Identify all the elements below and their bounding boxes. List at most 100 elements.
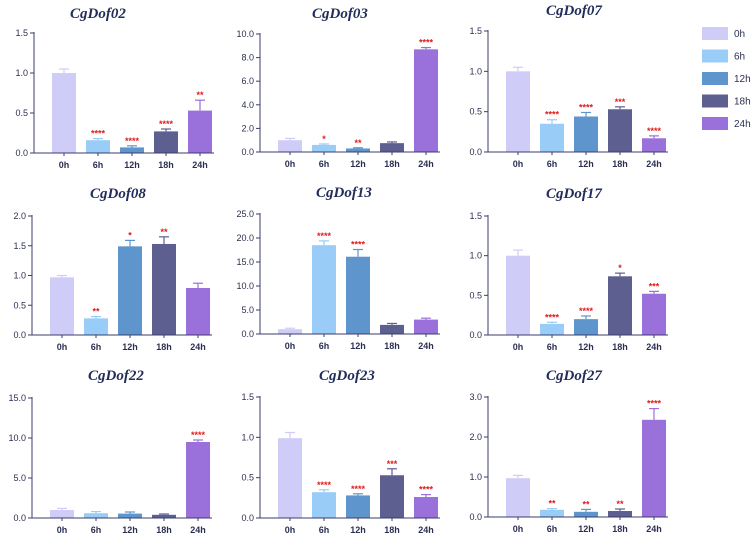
significance-label: **** (545, 312, 560, 322)
x-tick-label: 0h (513, 159, 524, 169)
y-tick-label: 20.0 (236, 233, 254, 243)
chart-title: CgDof07 (546, 3, 602, 19)
y-tick-label: 1.0 (469, 251, 482, 261)
bar-18h (608, 109, 632, 152)
bar-12h (118, 246, 142, 335)
y-tick-label: 0.0 (241, 147, 254, 157)
x-tick-label: 0h (285, 341, 296, 351)
y-tick-label: 2.0 (241, 123, 254, 133)
y-tick-label: 2.0 (469, 432, 482, 442)
chart-CgDof08: CgDof08 0.0 0.5 1.0 1.5 2.0 0h ** 6h * 12h ** 18h 24h (13, 186, 212, 352)
x-tick-label: 18h (156, 525, 172, 535)
x-tick-label: 24h (418, 159, 434, 169)
x-tick-label: 0h (59, 160, 70, 170)
bar-12h (574, 511, 598, 517)
significance-label: **** (545, 110, 560, 120)
bar-12h (574, 319, 598, 335)
x-tick-label: 0h (57, 525, 68, 535)
x-tick-label: 24h (418, 525, 434, 535)
chart-title: CgDof13 (316, 185, 372, 201)
bar-18h (608, 511, 632, 517)
chart-title: CgDof08 (90, 186, 146, 202)
x-tick-label: 6h (91, 342, 102, 352)
bar-6h (540, 509, 564, 517)
x-tick-label: 24h (190, 342, 206, 352)
bar-24h (186, 442, 210, 518)
significance-label: **** (647, 126, 662, 136)
x-tick-label: 18h (612, 342, 628, 352)
bar-0h (278, 329, 302, 334)
y-tick-label: 1.5 (469, 211, 482, 221)
y-tick-label: 10.0 (236, 281, 254, 291)
y-tick-label: 1.0 (15, 68, 28, 78)
significance-label: ** (616, 499, 624, 509)
y-tick-label: 1.0 (13, 271, 26, 281)
legend: 0h 6h 12h 18h 24h (702, 27, 751, 130)
significance-label: ** (160, 227, 168, 237)
y-tick-label: 15.0 (8, 393, 26, 403)
significance-label: **** (579, 102, 594, 112)
x-tick-label: 6h (91, 525, 102, 535)
significance-label: *** (649, 281, 660, 291)
y-tick-label: 5.0 (13, 473, 26, 483)
y-tick-label: 1.0 (241, 432, 254, 442)
bar-0h (52, 73, 76, 153)
significance-label: **** (419, 38, 434, 48)
chart-title: CgDof23 (319, 368, 375, 384)
y-tick-label: 0.0 (241, 513, 254, 523)
y-tick-label: 15.0 (236, 257, 254, 267)
x-tick-label: 12h (122, 525, 138, 535)
x-tick-label: 24h (192, 160, 208, 170)
bar-24h (414, 49, 438, 153)
x-tick-label: 12h (350, 525, 366, 535)
significance-label: * (128, 230, 132, 240)
bar-0h (506, 71, 530, 152)
significance-label: **** (91, 129, 106, 139)
y-tick-label: 25.0 (236, 209, 254, 219)
x-tick-label: 24h (646, 524, 662, 534)
bar-18h (152, 243, 176, 335)
y-tick-label: 3.0 (469, 392, 482, 402)
chart-CgDof02: CgDof02 0.0 0.5 1.0 1.5 0h **** 6h **** 12h **** 18… (15, 6, 214, 170)
y-tick-label: 1.5 (241, 392, 254, 402)
bar-24h (414, 497, 438, 518)
x-tick-label: 6h (93, 160, 104, 170)
x-tick-label: 24h (190, 525, 206, 535)
x-tick-label: 18h (384, 525, 400, 535)
y-tick-label: 1.5 (15, 28, 28, 38)
chart-CgDof07: CgDof07 0.0 0.5 1.0 1.5 0h **** 6h **** 12h *** 18h… (469, 3, 668, 169)
bar-24h (188, 110, 212, 153)
bar-24h (642, 293, 666, 335)
significance-label: **** (317, 231, 332, 241)
x-tick-label: 0h (285, 525, 296, 535)
significance-label: ** (196, 90, 204, 100)
bar-18h (380, 324, 404, 334)
chart-title: CgDof27 (546, 368, 602, 384)
bar-24h (186, 287, 210, 335)
y-tick-label: 0.0 (469, 147, 482, 157)
x-tick-label: 6h (547, 524, 558, 534)
bar-12h (118, 513, 142, 518)
x-tick-label: 18h (384, 341, 400, 351)
x-tick-label: 12h (578, 159, 594, 169)
y-tick-label: 0.0 (241, 329, 254, 339)
significance-label: ** (548, 499, 556, 509)
y-tick-label: 0.5 (469, 290, 482, 300)
significance-label: *** (387, 459, 398, 469)
x-tick-label: 18h (156, 342, 172, 352)
x-tick-label: 6h (319, 525, 330, 535)
bar-0h (50, 277, 74, 335)
y-tick-label: 4.0 (241, 100, 254, 110)
legend-label-24h: 24h (734, 119, 751, 130)
x-tick-label: 12h (122, 342, 138, 352)
x-tick-label: 6h (319, 341, 330, 351)
x-tick-label: 0h (513, 342, 524, 352)
y-tick-label: 10.0 (236, 29, 254, 39)
bar-6h (540, 123, 564, 152)
chart-title: CgDof22 (88, 368, 144, 384)
x-tick-label: 18h (384, 159, 400, 169)
x-tick-label: 12h (350, 341, 366, 351)
y-tick-label: 5.0 (241, 305, 254, 315)
y-tick-label: 0.0 (469, 512, 482, 522)
significance-label: ** (354, 138, 362, 148)
